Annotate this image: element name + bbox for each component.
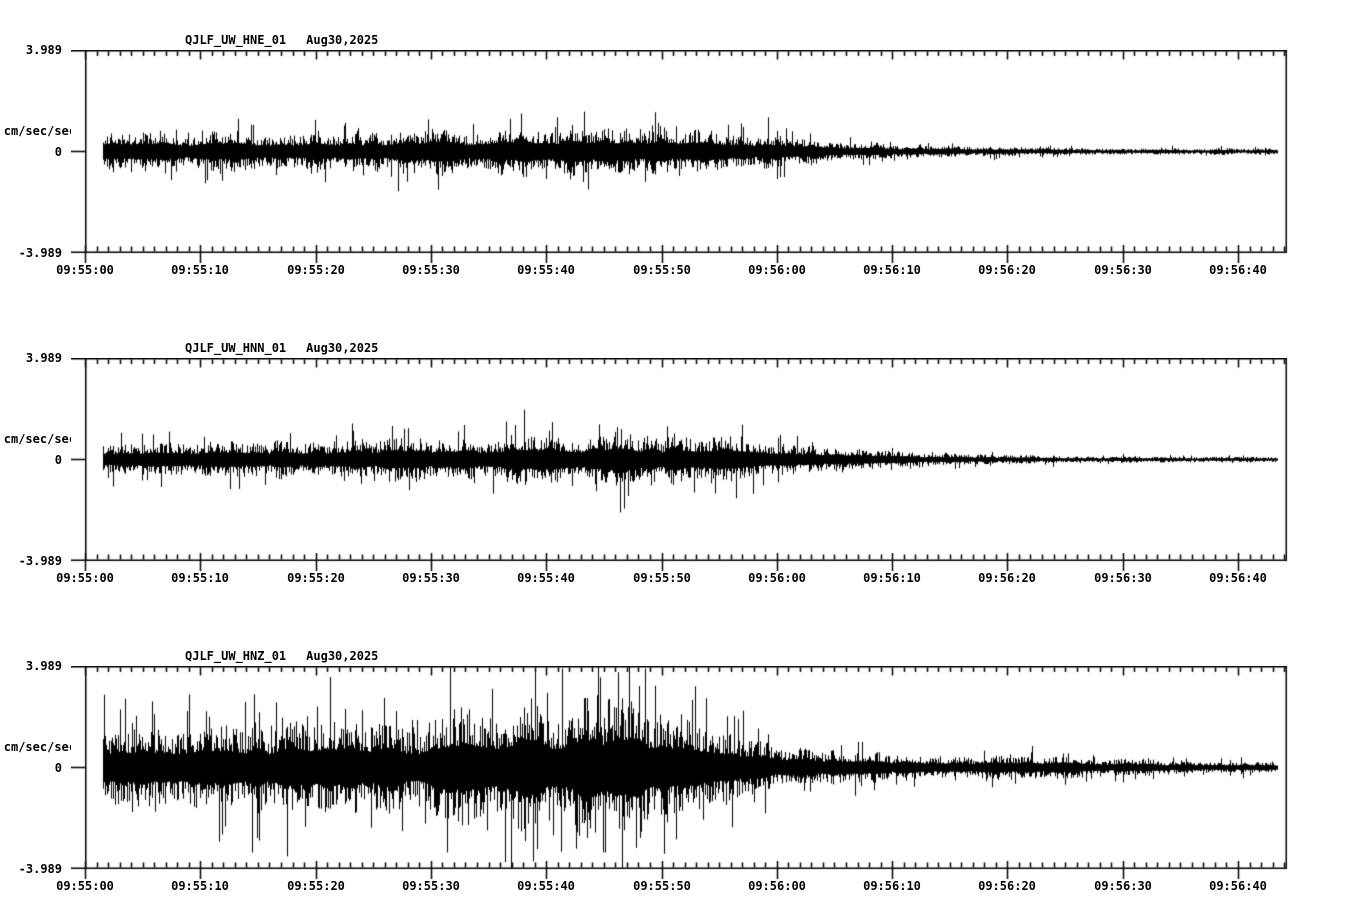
panel-title: QJLF_UW_HNE_01 Aug30,2025 <box>185 33 378 47</box>
x-tick-label: 09:56:20 <box>978 879 1036 893</box>
x-tick-label: 09:55:40 <box>517 571 575 585</box>
y-axis-min-label: -3.989 <box>18 554 62 568</box>
x-tick-label: 09:55:40 <box>517 263 575 277</box>
date-label: Aug30,2025 <box>306 33 379 47</box>
y-axis-min-label: -3.989 <box>18 246 62 260</box>
x-tick-label: 09:56:10 <box>863 571 921 585</box>
y-axis-zero-label: 0 <box>54 145 62 159</box>
x-tick-label: 09:55:50 <box>633 571 691 585</box>
x-tick-label: 09:56:10 <box>863 879 921 893</box>
station-channel-label: QJLF_UW_HNN_01 <box>185 341 287 355</box>
x-tick-label: 09:56:00 <box>748 571 806 585</box>
x-tick-label: 09:55:40 <box>517 879 575 893</box>
x-tick-label: 09:55:30 <box>402 879 460 893</box>
x-tick-label: 09:56:40 <box>1209 879 1267 893</box>
x-tick-label: 09:55:50 <box>633 879 691 893</box>
x-tick-label: 09:55:10 <box>171 879 229 893</box>
date-label: Aug30,2025 <box>306 341 379 355</box>
x-tick-label: 09:55:00 <box>56 571 114 585</box>
x-tick-label: 09:55:20 <box>287 263 345 277</box>
x-tick-label: 09:56:30 <box>1094 879 1152 893</box>
x-tick-label: 09:56:40 <box>1209 263 1267 277</box>
y-axis-zero-label: 0 <box>54 761 62 775</box>
x-tick-label: 09:56:30 <box>1094 571 1152 585</box>
x-tick-label: 09:56:10 <box>863 263 921 277</box>
waveform-canvas-hnn <box>71 358 1297 572</box>
x-tick-label: 09:56:00 <box>748 263 806 277</box>
x-tick-label: 09:55:00 <box>56 879 114 893</box>
x-tick-label: 09:55:30 <box>402 263 460 277</box>
x-tick-label: 09:55:50 <box>633 263 691 277</box>
x-tick-label: 09:56:20 <box>978 263 1036 277</box>
panel-title: QJLF_UW_HNZ_01 Aug30,2025 <box>185 649 378 663</box>
waveform-canvas-hne <box>71 50 1297 264</box>
y-axis-min-label: -3.989 <box>18 862 62 876</box>
y-axis-max-label: 3.989 <box>25 659 62 673</box>
date-label: Aug30,2025 <box>306 649 379 663</box>
y-axis-zero-label: 0 <box>54 453 62 467</box>
x-tick-label: 09:56:30 <box>1094 263 1152 277</box>
y-axis-units-label: cm/sec/sec <box>3 124 76 138</box>
x-tick-label: 09:55:30 <box>402 571 460 585</box>
x-tick-label: 09:55:00 <box>56 263 114 277</box>
y-axis-max-label: 3.989 <box>25 351 62 365</box>
y-axis-max-label: 3.989 <box>25 43 62 57</box>
x-tick-label: 09:55:10 <box>171 571 229 585</box>
station-channel-label: QJLF_UW_HNZ_01 <box>185 649 287 663</box>
x-tick-label: 09:55:20 <box>287 571 345 585</box>
waveform-canvas-hnz <box>71 666 1297 880</box>
y-axis-units-label: cm/sec/sec <box>3 740 76 754</box>
panel-title: QJLF_UW_HNN_01 Aug30,2025 <box>185 341 378 355</box>
y-axis-units-label: cm/sec/sec <box>3 432 76 446</box>
x-tick-label: 09:56:40 <box>1209 571 1267 585</box>
x-tick-label: 09:55:20 <box>287 879 345 893</box>
station-channel-label: QJLF_UW_HNE_01 <box>185 33 287 47</box>
x-tick-label: 09:56:20 <box>978 571 1036 585</box>
x-tick-label: 09:56:00 <box>748 879 806 893</box>
x-tick-label: 09:55:10 <box>171 263 229 277</box>
